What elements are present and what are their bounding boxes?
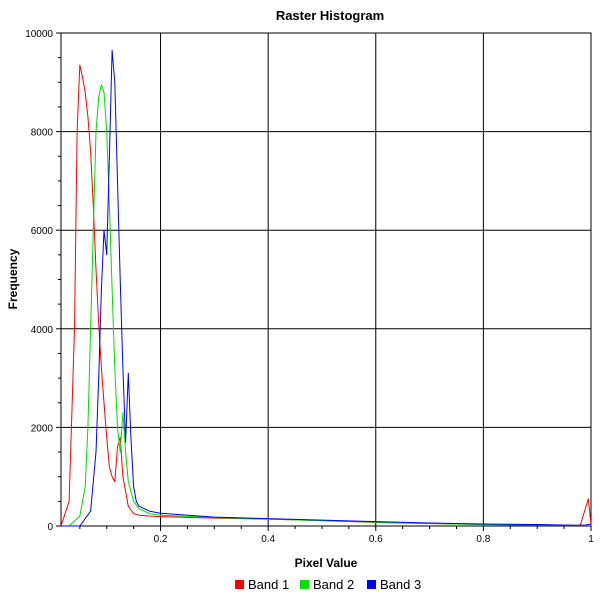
x-tick-label: 1	[588, 534, 594, 545]
y-tick-label: 8000	[31, 128, 54, 139]
y-axis-label: Frequency	[6, 248, 20, 309]
legend-swatch-band-2	[300, 580, 309, 589]
plot-area	[60, 32, 592, 527]
x-tick-label: 0.2	[154, 534, 168, 545]
legend: Band 1 Band 2 Band 3	[235, 577, 421, 592]
chart-title: Raster Histogram	[276, 8, 384, 23]
y-axis: 0 2000 4000 6000 8000 10000	[25, 29, 61, 533]
legend-swatch-band-1	[235, 580, 244, 589]
legend-label-band-1: Band 1	[248, 577, 289, 592]
y-tick-label: 4000	[31, 325, 54, 336]
x-axis-label: Pixel Value	[295, 556, 358, 570]
legend-label-band-2: Band 2	[313, 577, 354, 592]
y-tick-label: 2000	[31, 423, 54, 434]
gridlines	[61, 33, 591, 526]
legend-swatch-band-3	[367, 580, 376, 589]
x-tick-label: 0.6	[369, 534, 383, 545]
x-tick-label: 0.4	[261, 534, 275, 545]
x-axis: 0.2 0.4 0.6 0.8 1	[79, 526, 594, 545]
legend-label-band-3: Band 3	[380, 577, 421, 592]
y-tick-label: 0	[47, 522, 53, 533]
x-tick-label: 0.8	[476, 534, 490, 545]
series-line-band-3	[61, 49, 592, 527]
series-layer	[60, 49, 592, 527]
y-tick-label: 10000	[25, 29, 53, 40]
y-tick-label: 6000	[31, 226, 54, 237]
